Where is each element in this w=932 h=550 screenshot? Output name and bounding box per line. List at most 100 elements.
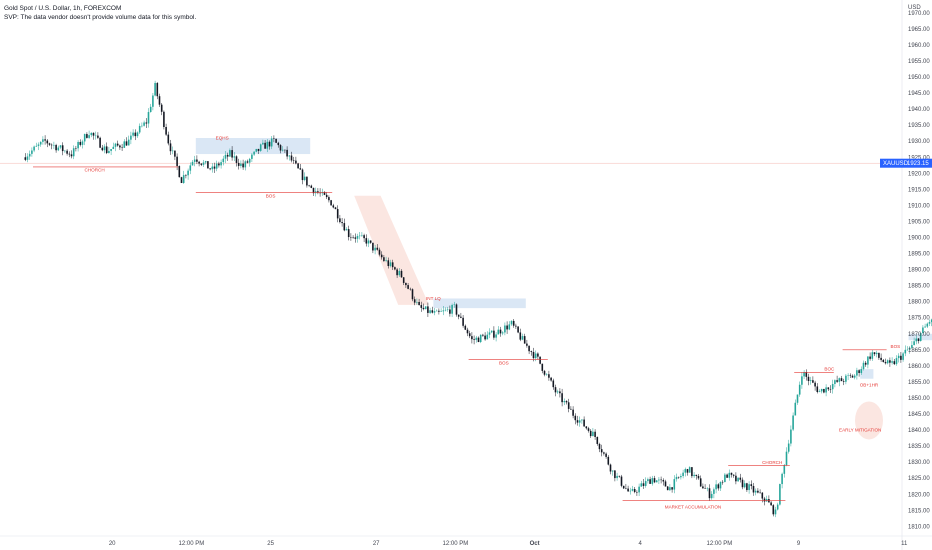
candle — [402, 277, 405, 286]
x-tick-label: 12:00 PM — [707, 541, 733, 547]
candle — [387, 257, 390, 269]
candle — [220, 159, 222, 169]
candle — [662, 478, 665, 486]
candle — [596, 436, 599, 446]
candle — [853, 373, 856, 380]
candle — [240, 160, 242, 169]
candle — [163, 110, 165, 130]
candle — [79, 139, 82, 147]
candle — [53, 141, 55, 149]
candle — [814, 380, 816, 391]
candle — [871, 349, 874, 361]
candle — [750, 480, 753, 490]
candle — [156, 82, 159, 100]
candle — [31, 147, 33, 157]
candle — [781, 472, 783, 489]
candle — [105, 142, 108, 155]
candle — [352, 235, 354, 239]
candle — [559, 388, 561, 398]
candle — [783, 463, 786, 478]
candle — [847, 373, 849, 381]
candle — [26, 153, 29, 163]
candle — [385, 256, 387, 263]
y-tick-label: 1915.00 — [908, 187, 930, 193]
candle — [336, 205, 339, 223]
candle — [242, 159, 244, 170]
candle — [132, 129, 134, 138]
candle — [255, 148, 258, 153]
price-tag — [880, 158, 932, 168]
candle — [334, 206, 337, 210]
order-block-box-1 — [433, 298, 526, 309]
candle — [424, 306, 427, 310]
candle — [409, 287, 412, 291]
candle — [746, 482, 748, 492]
candle — [442, 306, 445, 316]
candle — [356, 233, 359, 243]
candle — [739, 473, 742, 483]
y-tick-label: 1940.00 — [908, 107, 930, 113]
candle — [222, 155, 225, 166]
candle — [816, 383, 819, 394]
candle — [543, 369, 546, 377]
candle — [312, 187, 315, 196]
candle — [895, 355, 898, 366]
candle — [803, 370, 805, 380]
candle — [211, 163, 214, 173]
candle — [493, 326, 495, 340]
candle — [653, 475, 656, 484]
candle — [517, 326, 519, 334]
candle — [407, 283, 409, 290]
candle — [50, 143, 53, 150]
y-tick-label: 1955.00 — [908, 59, 930, 65]
candle — [431, 306, 434, 314]
candle — [180, 176, 183, 184]
candle — [136, 131, 139, 138]
candle — [655, 479, 658, 483]
annotation-label: CHORCH — [762, 460, 782, 465]
candle — [158, 93, 161, 107]
x-tick-label: 12:00 PM — [179, 541, 205, 547]
candle — [567, 398, 570, 413]
candle — [497, 326, 500, 335]
candle — [475, 335, 478, 343]
candle — [515, 323, 517, 330]
candle — [253, 151, 255, 156]
candle — [301, 168, 304, 185]
candle — [374, 244, 376, 255]
candle — [851, 374, 854, 378]
candle — [675, 473, 678, 482]
candle — [774, 506, 777, 518]
candle — [198, 160, 200, 167]
candle — [651, 475, 654, 486]
candle — [297, 162, 299, 169]
candle — [589, 429, 592, 438]
candle — [682, 469, 684, 479]
candle — [827, 387, 830, 391]
candle — [398, 267, 401, 277]
candle — [578, 416, 581, 427]
y-tick-label: 1965.00 — [908, 27, 930, 33]
candle — [339, 214, 341, 224]
candle — [752, 482, 755, 496]
candle — [369, 240, 372, 244]
candle — [680, 473, 682, 480]
candle — [169, 139, 172, 155]
candle — [341, 217, 343, 227]
candle — [328, 195, 330, 203]
y-tick-label: 1830.00 — [908, 460, 930, 466]
x-tick-label: 27 — [373, 541, 380, 547]
candle — [310, 184, 313, 189]
x-tick-label: 9 — [797, 541, 801, 547]
candle — [620, 474, 623, 488]
candle — [563, 398, 566, 406]
candle — [919, 332, 922, 342]
candle — [308, 184, 310, 188]
candle — [526, 339, 528, 348]
candle — [713, 487, 715, 499]
candle — [451, 303, 453, 318]
candle — [449, 305, 451, 317]
candle — [57, 145, 60, 152]
candle — [717, 483, 720, 491]
